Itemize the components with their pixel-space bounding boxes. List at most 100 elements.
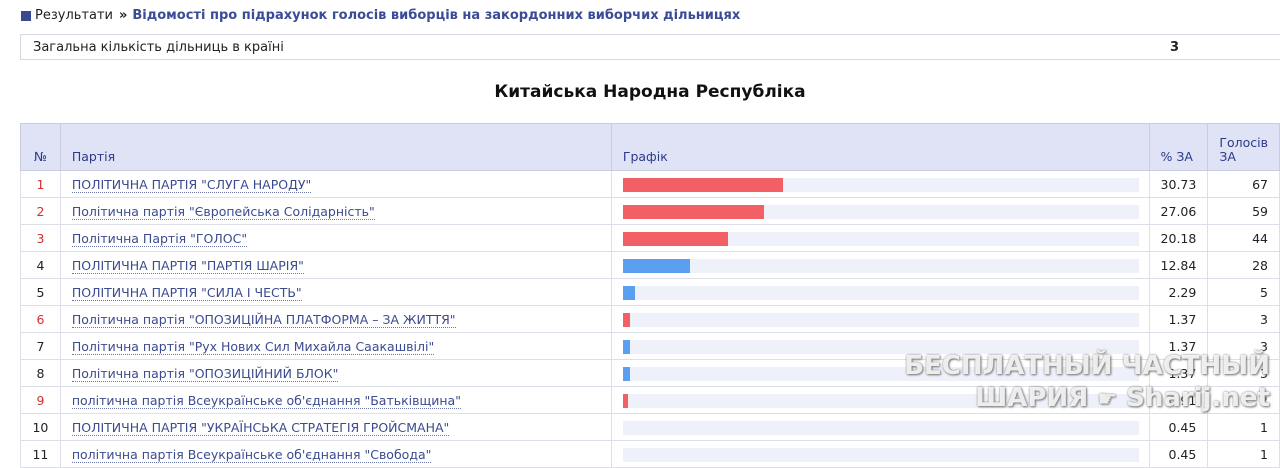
bar-track <box>622 394 1139 408</box>
result-bar <box>622 205 764 219</box>
table-row: 4 ПОЛІТИЧНА ПАРТІЯ "ПАРТІЯ ШАРІЯ" 12.84 28 <box>20 251 1280 279</box>
chart-cell <box>610 170 1150 198</box>
bar-track <box>622 367 1139 381</box>
table-row: 7 Політична партія "Рух Нових Сил Михайла… <box>20 332 1280 360</box>
chart-cell <box>610 197 1150 225</box>
col-party-header: Партія <box>59 123 612 171</box>
party-cell: ПОЛІТИЧНА ПАРТІЯ "СИЛА І ЧЕСТЬ" <box>59 278 612 306</box>
watermark-line2-right: Sharij.net <box>1126 383 1270 413</box>
stations-count-value: 3 <box>1170 40 1180 55</box>
party-link[interactable]: ПОЛІТИЧНА ПАРТІЯ "УКРАЇНСЬКА СТРАТЕГІЯ Г… <box>71 419 450 436</box>
col-num-header: № <box>20 123 61 171</box>
percent-cell: 12.84 <box>1148 251 1209 279</box>
row-number: 8 <box>20 359 61 387</box>
table-row: 2 Політична партія "Європейська Солідарні… <box>20 197 1280 225</box>
party-cell: політична партія Всеукраїнське об'єднанн… <box>59 386 612 414</box>
chart-cell <box>610 332 1150 360</box>
party-cell: політична партія Всеукраїнське об'єднанн… <box>59 440 612 468</box>
votes-cell: 1 <box>1207 413 1280 441</box>
watermark-line2-left: ШАРИЯ <box>975 383 1089 413</box>
breadcrumb-home-link[interactable]: Результати <box>35 8 113 23</box>
stations-count-label: Загальна кількість дільниць в країні <box>33 40 284 55</box>
breadcrumb: Результати » Відомості про підрахунок го… <box>21 8 740 23</box>
party-cell: Політична партія "ОПОЗИЦІЙНИЙ БЛОК" <box>59 359 612 387</box>
pointing-hand-icon: ☛ <box>1097 387 1118 412</box>
party-cell: Політична Партія "ГОЛОС" <box>59 224 612 252</box>
percent-cell: 0.45 <box>1148 413 1209 441</box>
party-link[interactable]: Політична партія "Європейська Солідарніс… <box>71 203 375 220</box>
votes-cell: 59 <box>1207 197 1280 225</box>
chart-cell <box>610 305 1150 333</box>
party-link[interactable]: Політична партія "Рух Нових Сил Михайла … <box>71 338 435 355</box>
result-bar <box>622 232 728 246</box>
row-number: 6 <box>20 305 61 333</box>
percent-cell: 0.45 <box>1148 440 1209 468</box>
votes-cell: 28 <box>1207 251 1280 279</box>
party-link[interactable]: Політична Партія "ГОЛОС" <box>71 230 248 247</box>
votes-cell: 1 <box>1207 440 1280 468</box>
result-bar <box>622 367 630 381</box>
votes-cell: 5 <box>1207 278 1280 306</box>
stations-summary: Загальна кількість дільниць в країні 3 <box>20 34 1280 60</box>
party-link[interactable]: ПОЛІТИЧНА ПАРТІЯ "СИЛА І ЧЕСТЬ" <box>71 284 302 301</box>
votes-cell: 3 <box>1207 332 1280 360</box>
results-table: № Партія Графік % ЗА Голосів ЗА 1 ПОЛІТИЧН… <box>20 123 1280 468</box>
bar-track <box>622 259 1139 273</box>
bar-track <box>622 421 1139 435</box>
bar-track <box>622 313 1139 327</box>
row-number: 2 <box>20 197 61 225</box>
table-row: 9 політична партія Всеукраїнське об'єднан… <box>20 386 1280 414</box>
col-chart-header: Графік <box>610 123 1150 171</box>
chart-cell <box>610 413 1150 441</box>
table-row: 10 ПОЛІТИЧНА ПАРТІЯ "УКРАЇНСЬКА СТРАТЕГІЯ… <box>20 413 1280 441</box>
chart-cell <box>610 359 1150 387</box>
row-number: 5 <box>20 278 61 306</box>
party-link[interactable]: ПОЛІТИЧНА ПАРТІЯ "СЛУГА НАРОДУ" <box>71 176 312 193</box>
chart-cell <box>610 386 1150 414</box>
percent-cell: 1.37 <box>1148 305 1209 333</box>
party-cell: ПОЛІТИЧНА ПАРТІЯ "УКРАЇНСЬКА СТРАТЕГІЯ Г… <box>59 413 612 441</box>
table-row: 8 Політична партія "ОПОЗИЦІЙНИЙ БЛОК" 1.37… <box>20 359 1280 387</box>
party-link[interactable]: Політична партія "ОПОЗИЦІЙНИЙ БЛОК" <box>71 365 339 382</box>
row-number: 11 <box>20 440 61 468</box>
country-title: Китайська Народна Республіка <box>494 82 806 102</box>
votes-cell: 44 <box>1207 224 1280 252</box>
party-link[interactable]: політична партія Всеукраїнське об'єднанн… <box>71 392 461 409</box>
result-bar <box>622 340 630 354</box>
chart-cell <box>610 224 1150 252</box>
percent-cell: 0.91 <box>1148 386 1209 414</box>
party-link[interactable]: Політична партія "ОПОЗИЦІЙНА ПЛАТФОРМА –… <box>71 311 456 328</box>
result-bar <box>622 259 690 273</box>
chart-cell <box>610 251 1150 279</box>
table-row: 1 ПОЛІТИЧНА ПАРТІЯ "СЛУГА НАРОДУ" 30.73 67 <box>20 170 1280 198</box>
party-link[interactable]: ПОЛІТИЧНА ПАРТІЯ "ПАРТІЯ ШАРІЯ" <box>71 257 304 274</box>
watermark: БЕСПЛАТНЫЙ ЧАСТНЫЙ ШАРИЯ ☛ Sharij.net <box>904 350 1270 416</box>
table-row: 3 Політична Партія "ГОЛОС" 20.18 44 <box>20 224 1280 252</box>
percent-cell: 27.06 <box>1148 197 1209 225</box>
party-cell: ПОЛІТИЧНА ПАРТІЯ "ПАРТІЯ ШАРІЯ" <box>59 251 612 279</box>
col-votes-header-line1: Голосів <box>1219 135 1268 150</box>
row-number: 4 <box>20 251 61 279</box>
col-votes-header-line2: ЗА <box>1219 149 1236 164</box>
bar-track <box>622 232 1139 246</box>
col-pct-header: % ЗА <box>1148 123 1209 171</box>
party-link[interactable]: політична партія Всеукраїнське об'єднанн… <box>71 446 432 463</box>
table-row: 6 Політична партія "ОПОЗИЦІЙНА ПЛАТФОРМА … <box>20 305 1280 333</box>
percent-cell: 2.29 <box>1148 278 1209 306</box>
result-bar <box>622 394 628 408</box>
watermark-line1: БЕСПЛАТНЫЙ ЧАСТНЫЙ <box>904 351 1270 381</box>
breadcrumb-square-icon <box>21 10 31 21</box>
bar-track <box>622 340 1139 354</box>
breadcrumb-separator-icon: » <box>118 8 128 23</box>
votes-cell: 3 <box>1207 359 1280 387</box>
row-number: 9 <box>20 386 61 414</box>
result-bar <box>622 178 783 192</box>
col-votes-header: Голосів ЗА <box>1207 123 1280 171</box>
breadcrumb-current: Відомості про підрахунок голосів виборці… <box>132 8 741 23</box>
row-number: 10 <box>20 413 61 441</box>
chart-cell <box>610 278 1150 306</box>
percent-cell: 1.37 <box>1148 332 1209 360</box>
bar-track <box>622 205 1139 219</box>
table-row: 5 ПОЛІТИЧНА ПАРТІЯ "СИЛА І ЧЕСТЬ" 2.29 5 <box>20 278 1280 306</box>
row-number: 3 <box>20 224 61 252</box>
